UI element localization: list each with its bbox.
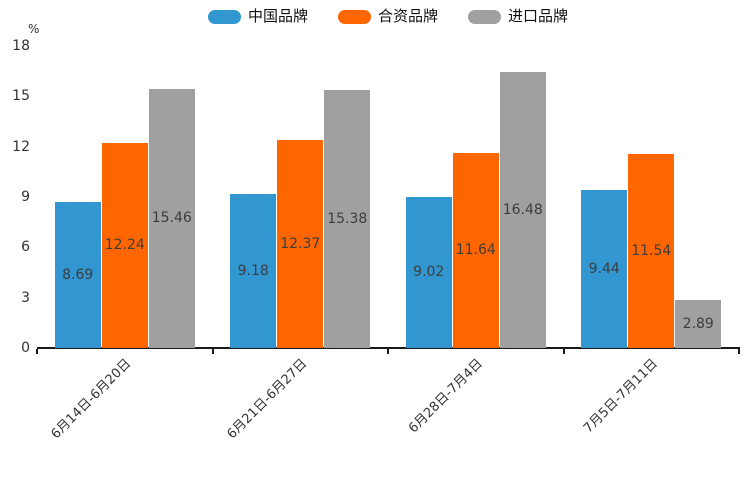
bar-series1-group2: 11.64 xyxy=(452,152,499,348)
bar-group-0: 8.69 12.24 15.46 xyxy=(37,88,213,348)
legend-item-1: 合资品牌 xyxy=(337,7,438,25)
bar-group-1: 9.18 12.37 15.38 xyxy=(213,89,389,348)
bar-series2-group0: 15.46 xyxy=(148,88,195,348)
bar-series1-group3: 11.54 xyxy=(628,154,675,348)
bar-value-label: 12.37 xyxy=(280,236,321,253)
y-axis-unit-label: % xyxy=(28,22,40,36)
x-tick-label: 6月28日-7月4日 xyxy=(405,356,486,437)
x-tick-label: 6月21日-6月27日 xyxy=(224,356,311,443)
legend-swatch-icon xyxy=(468,9,501,24)
bar-value-label: 12.24 xyxy=(104,237,145,254)
bar-value-label: 16.48 xyxy=(502,201,543,218)
bar-value-label: 11.64 xyxy=(455,242,496,259)
x-tick-label: 7月5日-7月11日 xyxy=(581,356,662,437)
y-tick-label: 18 xyxy=(12,38,30,54)
legend-swatch-icon xyxy=(207,9,241,24)
legend-label: 合资品牌 xyxy=(377,7,438,25)
bar-group-2: 9.02 11.64 16.48 xyxy=(388,71,564,348)
y-tick-label: 6 xyxy=(21,239,30,256)
legend-item-0: 中国品牌 xyxy=(207,7,308,25)
x-axis-line xyxy=(37,347,740,349)
bar-series2-group3: 2.89 xyxy=(675,299,722,348)
bar-series1-group1: 12.37 xyxy=(277,140,324,348)
bar-value-label: 15.38 xyxy=(327,210,368,227)
bar-value-label: 9.18 xyxy=(237,262,269,279)
bar-series0-group2: 9.02 xyxy=(405,196,452,348)
legend-label: 中国品牌 xyxy=(247,7,308,25)
legend-swatch-icon xyxy=(337,9,371,24)
bar-group-3: 9.44 11.54 2.89 xyxy=(564,154,740,348)
y-tick-label: 9 xyxy=(21,189,30,205)
bar-value-label: 15.46 xyxy=(151,210,192,227)
bar-value-label: 2.89 xyxy=(682,315,714,332)
bar-value-label: 9.44 xyxy=(588,260,620,277)
legend-item-2: 进口品牌 xyxy=(468,9,568,24)
legend-label: 进口品牌 xyxy=(508,7,569,25)
y-tick-label: 3 xyxy=(21,289,30,306)
bar-value-label: 8.69 xyxy=(62,267,94,284)
bar-series0-group0: 8.69 xyxy=(54,202,101,348)
x-axis-tick xyxy=(562,349,565,354)
y-tick-label: 0 xyxy=(21,340,30,356)
bar-value-label: 11.54 xyxy=(631,243,672,260)
x-axis-tick xyxy=(387,349,389,354)
y-tick-label: 12 xyxy=(12,138,30,155)
x-axis-tick xyxy=(36,349,38,354)
x-axis-tick xyxy=(738,349,740,354)
legend: 中国品牌 合资品牌 进口品牌 xyxy=(37,9,739,24)
bar-value-label: 9.02 xyxy=(413,264,445,281)
bar-series1-group0: 12.24 xyxy=(101,142,148,348)
x-tick-label: 6月14日-6月20日 xyxy=(48,356,135,443)
y-tick-label: 15 xyxy=(12,88,30,105)
bar-series2-group1: 15.38 xyxy=(324,89,371,348)
bar-series0-group1: 9.18 xyxy=(230,193,277,348)
bar-series0-group3: 9.44 xyxy=(581,189,628,348)
x-axis-tick xyxy=(211,349,214,354)
bar-series2-group2: 16.48 xyxy=(499,71,546,348)
